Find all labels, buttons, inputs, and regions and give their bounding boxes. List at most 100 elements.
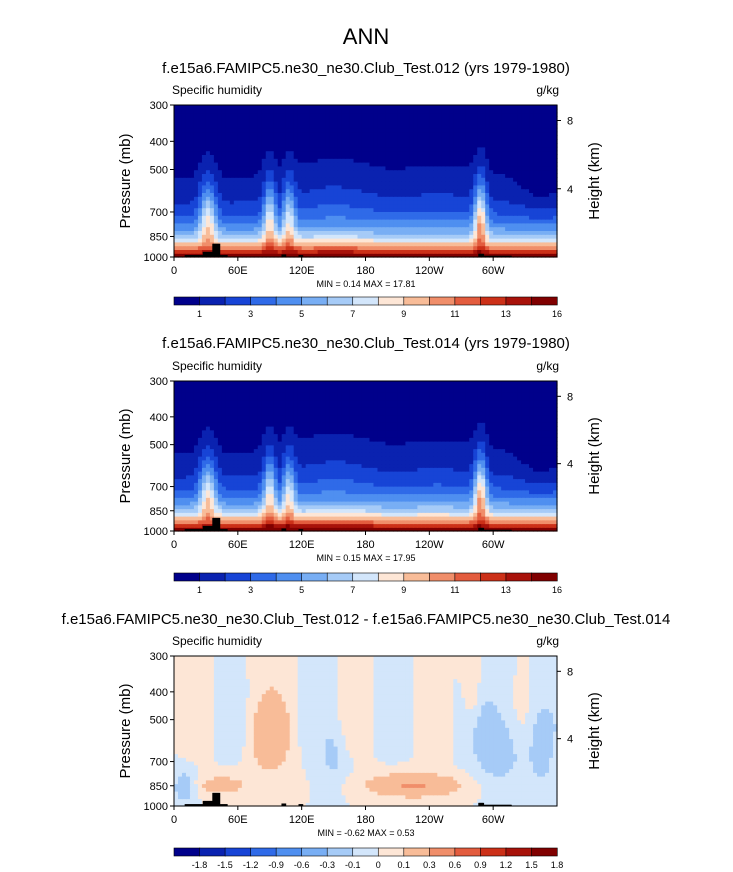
heatmap-cell [337, 226, 343, 231]
heatmap-cell [393, 192, 399, 197]
heatmap-cell [285, 249, 291, 254]
heatmap-cell [305, 120, 311, 125]
heatmap-cell [433, 120, 438, 125]
heatmap-cell [353, 120, 359, 125]
heatmap-cell [401, 116, 406, 121]
heatmap-cell [357, 504, 363, 510]
heatmap-cell [301, 150, 307, 155]
heatmap-cell [437, 203, 442, 209]
heatmap-cell [361, 215, 367, 220]
heatmap-cell [209, 222, 215, 228]
heatmap-cell [441, 501, 446, 506]
heatmap-cell [425, 241, 430, 247]
heatmap-cell [365, 489, 371, 495]
heatmap-cell [305, 234, 311, 239]
land-bar [510, 255, 512, 257]
heatmap-cell [533, 238, 538, 243]
heatmap-cell [497, 158, 502, 163]
heatmap-cell [309, 177, 315, 182]
heatmap-cell [393, 139, 399, 144]
heatmap-cell [409, 219, 414, 224]
heatmap-cell [517, 169, 522, 174]
heatmap-cell [517, 146, 522, 152]
heatmap-cell [425, 215, 430, 220]
heatmap-cell [453, 519, 458, 525]
heatmap-cell [369, 516, 375, 521]
heatmap-cell [505, 516, 510, 521]
heatmap-cell [357, 207, 363, 212]
heatmap-cell [369, 211, 375, 216]
heatmap-cell [345, 211, 351, 216]
heatmap-cell [417, 508, 422, 513]
heatmap-cell [325, 196, 331, 201]
heatmap-cell [497, 219, 502, 224]
heatmap-cell [237, 501, 243, 506]
heatmap-cell [513, 508, 518, 513]
heatmap-cell [249, 508, 255, 513]
heatmap-cell [513, 120, 518, 125]
heatmap-cell [181, 203, 187, 209]
heatmap-cell [289, 184, 295, 190]
heatmap-cell [405, 124, 410, 129]
heatmap-cell [185, 249, 191, 254]
heatmap-cell [401, 238, 406, 243]
heatmap-cell [537, 222, 542, 228]
heatmap-cell [433, 196, 438, 201]
heatmap-cell [273, 146, 279, 152]
heatmap-cell [513, 108, 518, 114]
heatmap-cell [457, 188, 462, 193]
heatmap-cell [513, 146, 518, 152]
heatmap-cell [345, 116, 351, 121]
heatmap-cell [229, 249, 235, 254]
heatmap-cell [405, 105, 410, 110]
heatmap-cell [457, 150, 462, 155]
heatmap-cell [513, 207, 518, 212]
heatmap-cell [549, 207, 554, 212]
heatmap-cell [449, 131, 454, 136]
heatmap-cell [429, 165, 434, 171]
heatmap-cell [345, 196, 351, 201]
heatmap-cell [521, 230, 526, 235]
heatmap-cell [229, 131, 235, 136]
heatmap-cell [209, 173, 215, 178]
heatmap-cell [457, 504, 462, 510]
heatmap-cell [345, 519, 351, 525]
heatmap-cell [313, 124, 319, 129]
heatmap-cell [249, 203, 255, 209]
heatmap-cell [401, 177, 406, 182]
heatmap-cell [537, 253, 542, 258]
heatmap-cell [245, 196, 251, 201]
heatmap-cell [253, 215, 259, 220]
heatmap-cell [281, 219, 287, 224]
heatmap-cell [261, 245, 267, 250]
heatmap-cell [321, 139, 327, 144]
heatmap-cell [357, 116, 363, 121]
heatmap-cell [225, 105, 231, 110]
heatmap-cell [333, 158, 339, 163]
heatmap-cell [337, 501, 343, 506]
heatmap-cell [473, 519, 478, 525]
heatmap-cell [501, 143, 506, 148]
heatmap-cell [501, 112, 506, 117]
heatmap-cell [225, 158, 231, 163]
heatmap-cell [493, 135, 498, 140]
heatmap-cell [337, 131, 343, 136]
heatmap-cell [309, 184, 315, 190]
heatmap-cell [389, 203, 395, 209]
heatmap-cell [337, 516, 343, 521]
heatmap-cell [333, 238, 339, 243]
heatmap-cell [317, 215, 323, 220]
heatmap-cell [233, 519, 239, 525]
heatmap-cell [453, 177, 458, 182]
heatmap-cell [257, 226, 263, 231]
heatmap-cell [293, 519, 299, 525]
heatmap-cell [469, 112, 474, 117]
heatmap-cell [465, 249, 470, 254]
heatmap-cell [253, 230, 259, 235]
land-bar [215, 243, 218, 257]
heatmap-cell [489, 124, 494, 129]
heatmap-cell [285, 241, 291, 247]
heatmap-cell [481, 501, 486, 506]
heatmap-cell [417, 501, 422, 506]
land-bar [210, 251, 212, 257]
